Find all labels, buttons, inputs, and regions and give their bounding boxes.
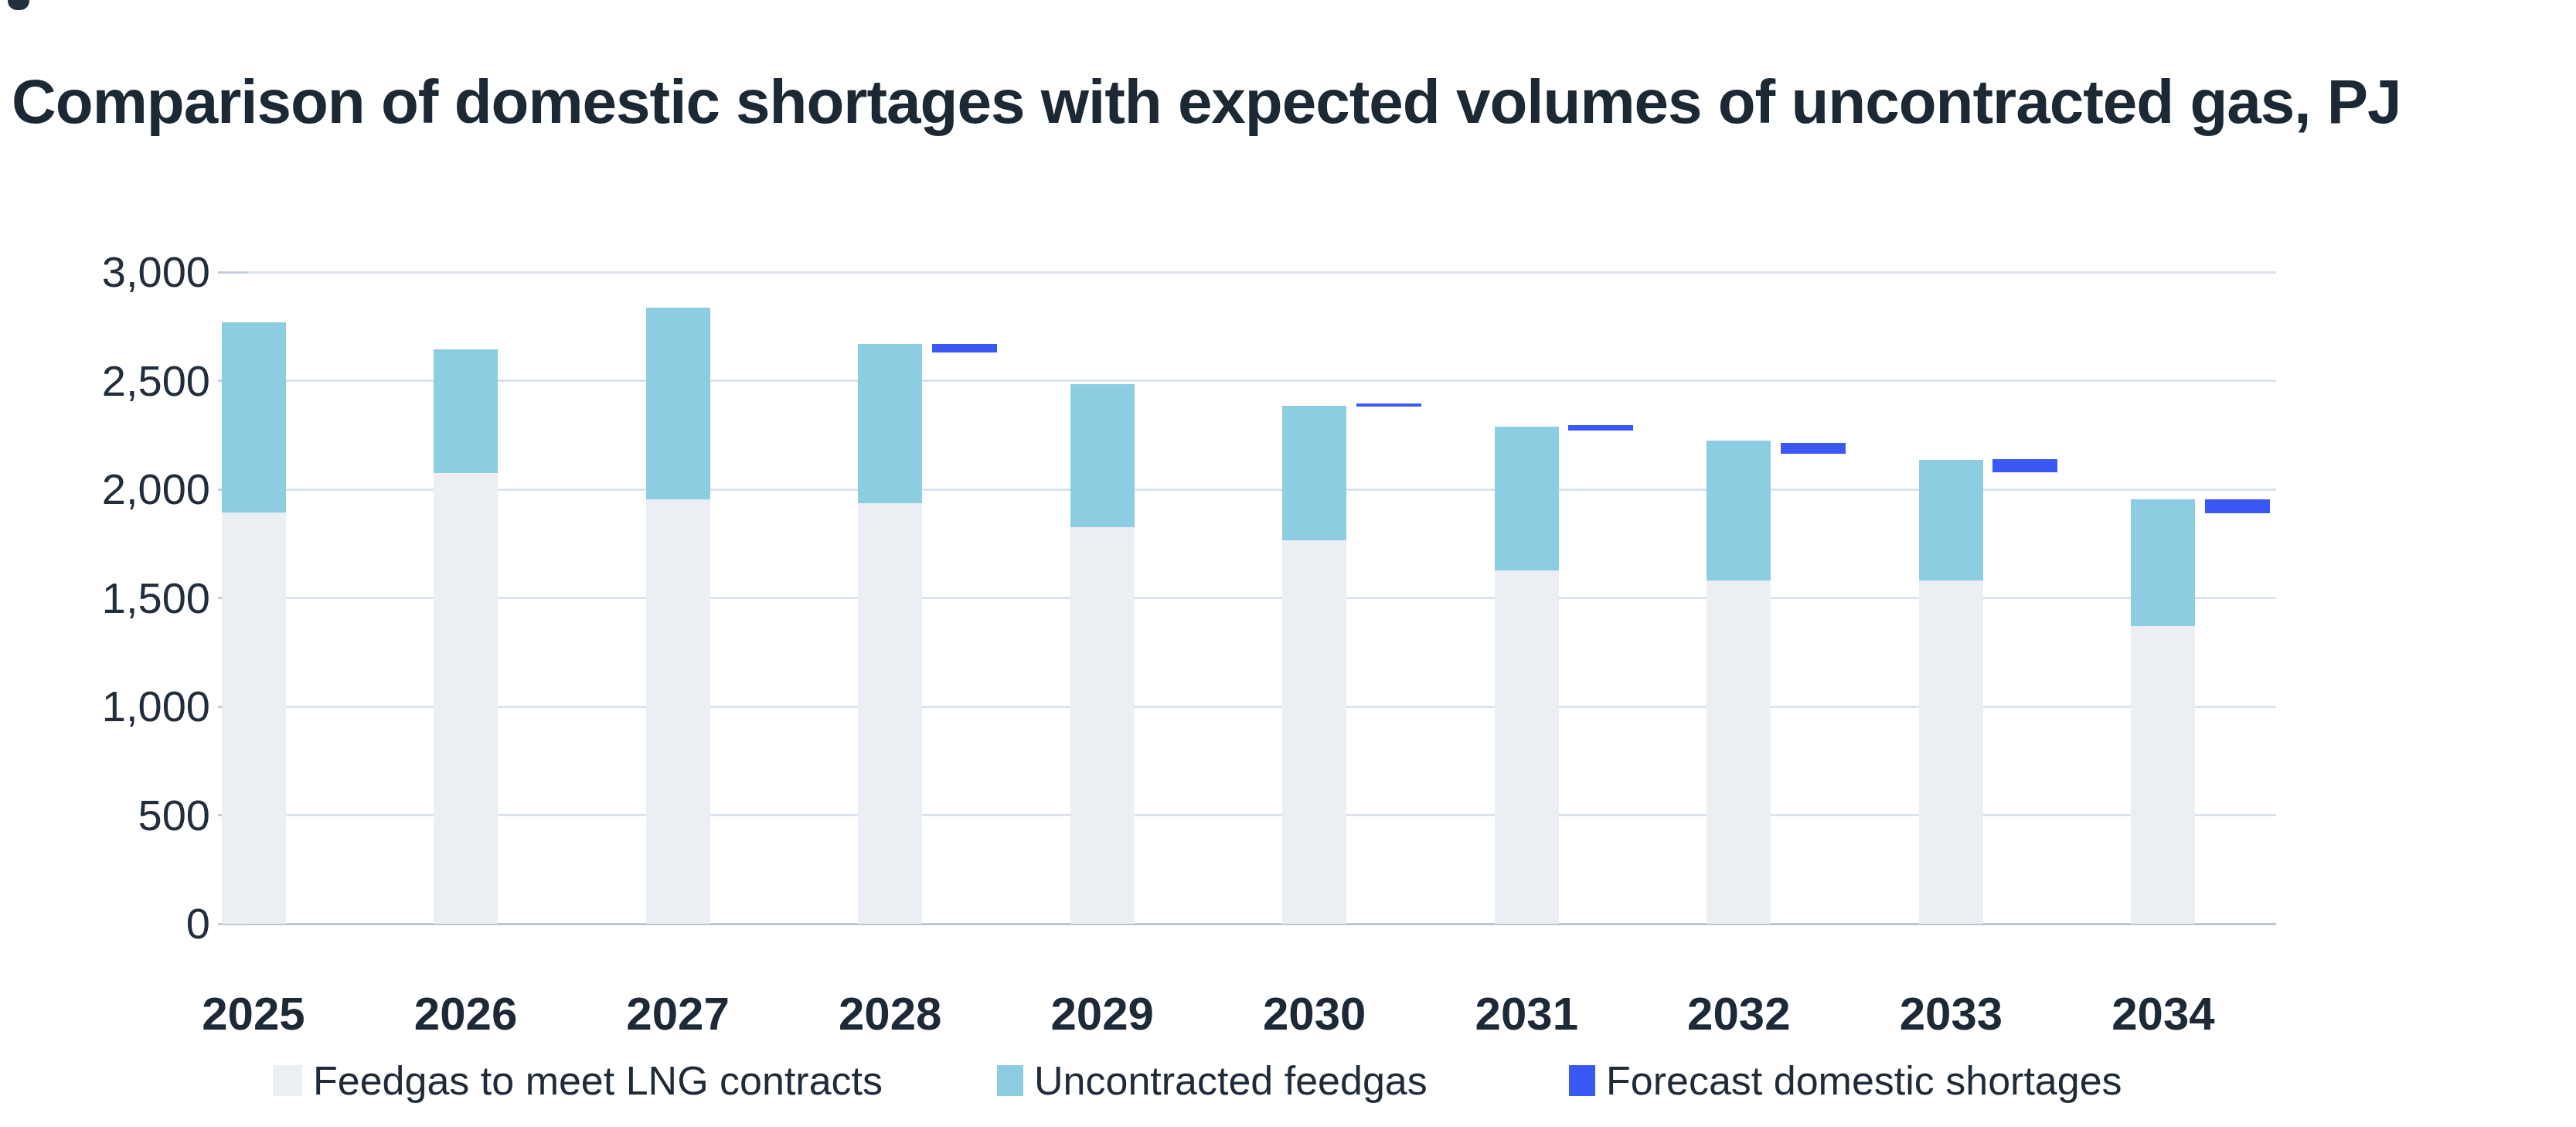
y-axis-label: 1,500 xyxy=(23,577,210,620)
shortage-marker-2032 xyxy=(1781,443,1846,454)
y-axis-label: 2,000 xyxy=(23,468,210,511)
gridline-3000 xyxy=(247,271,2276,274)
bar-feedgas-2025 xyxy=(222,512,286,924)
x-axis-label-2030: 2030 xyxy=(1222,991,1407,1037)
x-axis-label-2031: 2031 xyxy=(1434,991,1619,1037)
y-axis-label: 1,000 xyxy=(23,685,210,728)
y-axis-label: 3,000 xyxy=(23,250,210,294)
legend-swatch-icon xyxy=(273,1065,302,1096)
bar-feedgas-2029 xyxy=(1070,527,1135,924)
x-axis-label-2026: 2026 xyxy=(373,991,559,1037)
legend-label: Uncontracted feedgas xyxy=(1034,1061,1428,1101)
bar-uncontracted-2026 xyxy=(434,349,498,473)
bar-uncontracted-2032 xyxy=(1707,441,1771,581)
bar-uncontracted-2033 xyxy=(1919,460,1983,581)
chart-canvas: Comparison of domestic shortages with ex… xyxy=(0,0,2576,1127)
bar-feedgas-2034 xyxy=(2131,626,2195,924)
bar-feedgas-2032 xyxy=(1707,581,1771,924)
shortage-marker-2034 xyxy=(2205,499,2270,513)
bar-feedgas-2031 xyxy=(1495,570,1559,924)
bar-uncontracted-2027 xyxy=(646,308,710,499)
shortage-marker-2031 xyxy=(1568,425,1633,431)
shortage-marker-2030 xyxy=(1356,403,1421,407)
gridline-2500 xyxy=(247,380,2276,382)
bar-feedgas-2028 xyxy=(858,503,922,924)
legend-swatch-icon xyxy=(997,1065,1023,1096)
y-axis-label: 2,500 xyxy=(23,359,210,403)
bar-feedgas-2030 xyxy=(1282,540,1346,924)
legend-swatch-icon xyxy=(1569,1065,1595,1096)
legend-label: Forecast domestic shortages xyxy=(1606,1061,2122,1101)
plot-area: 0 500 1,000 1,500 2,000 2,500 3,000 2025 2026 202… xyxy=(0,0,2576,1127)
bar-feedgas-2033 xyxy=(1919,581,1983,924)
bar-uncontracted-2031 xyxy=(1495,427,1559,571)
legend-label: Feedgas to meet LNG contracts xyxy=(313,1061,883,1101)
x-axis-label-2028: 2028 xyxy=(798,991,983,1037)
y-axis-label: 500 xyxy=(23,794,210,837)
bar-uncontracted-2030 xyxy=(1282,406,1346,540)
x-axis-label-2029: 2029 xyxy=(1009,991,1195,1037)
bar-uncontracted-2029 xyxy=(1070,384,1135,527)
shortage-marker-2033 xyxy=(1992,459,2057,472)
x-axis-label-2027: 2027 xyxy=(585,991,771,1037)
x-axis-label-2034: 2034 xyxy=(2071,991,2256,1037)
legend: Feedgas to meet LNG contracts Uncontracte… xyxy=(0,1061,2576,1107)
bar-uncontracted-2028 xyxy=(858,344,922,504)
legend-item-feedgas: Feedgas to meet LNG contracts xyxy=(273,1061,883,1101)
bar-uncontracted-2025 xyxy=(222,322,286,512)
x-axis-label-2025: 2025 xyxy=(161,991,346,1037)
y-axis-tick-3000 xyxy=(218,271,247,274)
y-axis-label: 0 xyxy=(23,902,210,945)
shortage-marker-2028 xyxy=(932,344,997,352)
bar-feedgas-2026 xyxy=(434,473,498,924)
bar-feedgas-2027 xyxy=(646,499,710,924)
bar-uncontracted-2034 xyxy=(2131,499,2195,626)
x-axis-label-2033: 2033 xyxy=(1858,991,2043,1037)
legend-item-shortages: Forecast domestic shortages xyxy=(1569,1061,2122,1101)
legend-item-uncontracted: Uncontracted feedgas xyxy=(997,1061,1428,1101)
x-axis-label-2032: 2032 xyxy=(1646,991,1832,1037)
